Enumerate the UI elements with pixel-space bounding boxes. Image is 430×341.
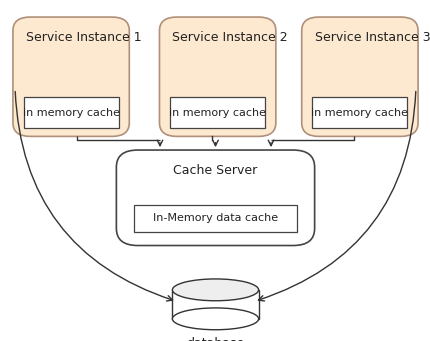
Text: Cache Server: Cache Server [173, 164, 257, 177]
Text: database: database [186, 337, 244, 341]
Text: Service Instance 3: Service Instance 3 [314, 31, 429, 44]
Text: in memory cache: in memory cache [169, 107, 266, 118]
Text: In-Memory data cache: In-Memory data cache [153, 213, 277, 223]
Text: Service Instance 2: Service Instance 2 [172, 31, 287, 44]
FancyBboxPatch shape [301, 17, 417, 136]
Text: Service Instance 1: Service Instance 1 [26, 31, 141, 44]
Bar [312, 97, 406, 128]
Ellipse shape [172, 279, 258, 301]
FancyBboxPatch shape [116, 150, 314, 246]
Text: in memory cache: in memory cache [22, 107, 120, 118]
Ellipse shape [172, 308, 258, 330]
FancyBboxPatch shape [13, 17, 129, 136]
Bar [170, 97, 264, 128]
Bar [133, 205, 297, 232]
FancyBboxPatch shape [159, 17, 275, 136]
Bar [24, 97, 118, 128]
Text: in memory cache: in memory cache [310, 107, 408, 118]
Bar [172, 290, 258, 319]
